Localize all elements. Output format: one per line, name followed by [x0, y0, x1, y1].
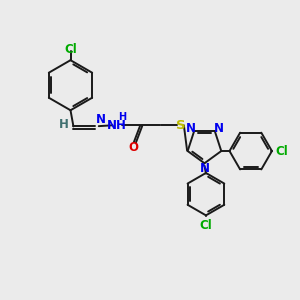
Text: N: N	[96, 112, 106, 126]
Text: N: N	[200, 162, 210, 175]
Text: H: H	[118, 112, 127, 122]
Text: NH: NH	[107, 119, 127, 132]
Text: N: N	[186, 122, 196, 135]
Text: N: N	[213, 122, 224, 135]
Text: Cl: Cl	[64, 44, 77, 56]
Text: S: S	[176, 119, 185, 132]
Text: Cl: Cl	[275, 145, 288, 158]
Text: O: O	[128, 141, 138, 154]
Text: H: H	[59, 118, 69, 131]
Text: Cl: Cl	[200, 219, 212, 232]
